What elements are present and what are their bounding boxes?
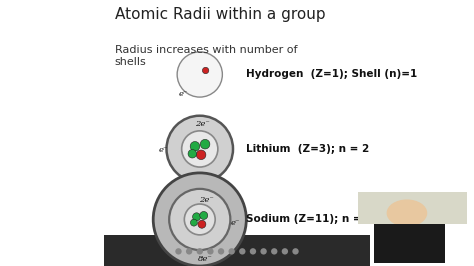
Text: Hydrogen  (Z=1); Shell (n)=1: Hydrogen (Z=1); Shell (n)=1 xyxy=(246,69,418,80)
Bar xyxy=(104,235,370,266)
Circle shape xyxy=(188,149,197,158)
Circle shape xyxy=(177,52,222,97)
Circle shape xyxy=(218,248,224,255)
Text: 8e⁻: 8e⁻ xyxy=(198,255,212,263)
Circle shape xyxy=(292,248,299,255)
Bar xyxy=(358,192,467,224)
Circle shape xyxy=(169,189,230,250)
Circle shape xyxy=(197,248,203,255)
Circle shape xyxy=(387,200,427,226)
Circle shape xyxy=(198,220,206,228)
Circle shape xyxy=(228,248,235,255)
Circle shape xyxy=(191,219,197,226)
Text: 2e⁻: 2e⁻ xyxy=(195,120,210,128)
Circle shape xyxy=(250,248,256,255)
Text: Lithium  (Z=3); n = 2: Lithium (Z=3); n = 2 xyxy=(246,144,370,154)
Text: Sodium (Z=11); n = 3: Sodium (Z=11); n = 3 xyxy=(246,214,373,225)
Text: e⁻: e⁻ xyxy=(179,90,189,98)
Circle shape xyxy=(184,204,215,235)
Circle shape xyxy=(182,131,218,167)
Circle shape xyxy=(201,139,210,149)
Circle shape xyxy=(192,213,201,221)
Text: Atomic Radii within a group: Atomic Radii within a group xyxy=(115,7,325,22)
Circle shape xyxy=(260,248,267,255)
Text: e⁻: e⁻ xyxy=(158,146,168,154)
Circle shape xyxy=(186,248,192,255)
Bar xyxy=(374,224,445,263)
Text: e⁻: e⁻ xyxy=(231,219,240,227)
Circle shape xyxy=(166,116,233,182)
Text: Radius increases with number of
shells: Radius increases with number of shells xyxy=(115,45,297,67)
FancyBboxPatch shape xyxy=(105,3,369,234)
Circle shape xyxy=(239,248,246,255)
Circle shape xyxy=(200,211,208,219)
Circle shape xyxy=(207,248,214,255)
Circle shape xyxy=(202,67,209,74)
Circle shape xyxy=(282,248,288,255)
Circle shape xyxy=(196,150,206,160)
Circle shape xyxy=(271,248,277,255)
Circle shape xyxy=(190,142,200,151)
Text: 2e⁻: 2e⁻ xyxy=(199,196,214,204)
Circle shape xyxy=(153,173,246,266)
Circle shape xyxy=(175,248,182,255)
